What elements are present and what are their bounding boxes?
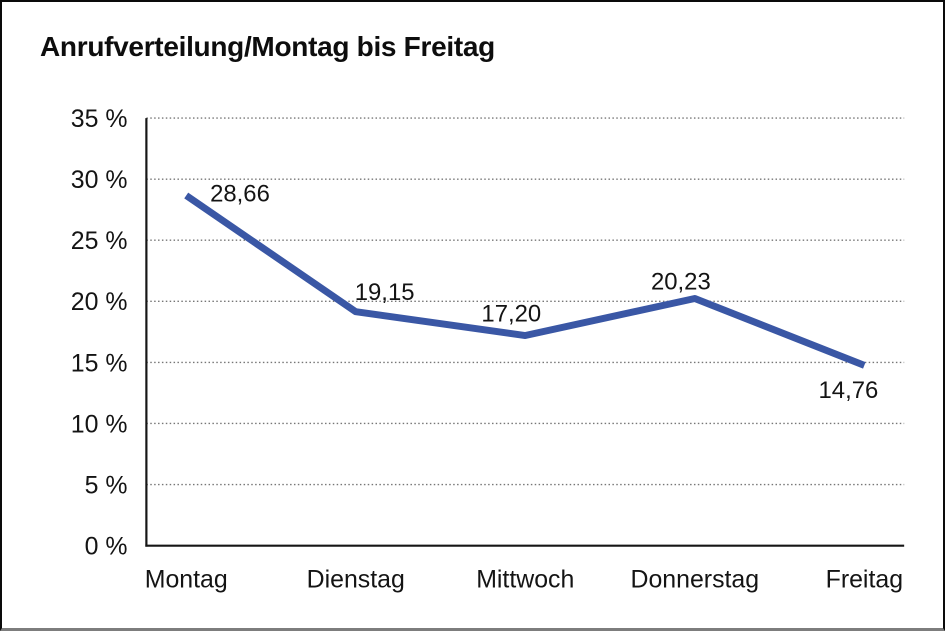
x-axis-label: Freitag — [826, 566, 903, 593]
x-axis-label: Dienstag — [307, 566, 405, 593]
y-tick-label: 5 % — [85, 473, 128, 500]
y-tick-label: 30 % — [71, 167, 128, 194]
data-point-label: 19,15 — [355, 279, 415, 306]
data-point-label: 17,20 — [481, 301, 541, 328]
chart-title: Anrufverteilung/Montag bis Freitag — [40, 31, 495, 62]
data-point-label: 20,23 — [651, 269, 711, 296]
y-tick-label: 20 % — [71, 289, 128, 316]
data-point-label: 14,76 — [819, 377, 879, 404]
data-point-label: 28,66 — [210, 181, 270, 208]
y-tick-label: 0 % — [85, 534, 128, 561]
y-tick-label: 35 % — [71, 106, 128, 133]
y-tick-label: 10 % — [71, 411, 128, 438]
y-tick-label: 15 % — [71, 350, 128, 377]
x-axis-label: Donnerstag — [630, 566, 759, 593]
x-axis-label: Montag — [145, 566, 228, 593]
data-line — [184, 192, 866, 369]
y-tick-label: 25 % — [71, 228, 128, 255]
x-axis-label: Mittwoch — [476, 566, 574, 593]
